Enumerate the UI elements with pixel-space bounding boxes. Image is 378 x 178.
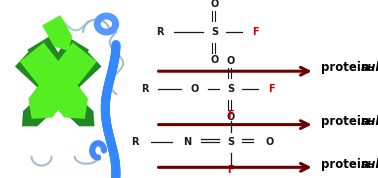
Text: S: S — [227, 137, 234, 147]
Text: F: F — [227, 165, 234, 175]
Text: S: S — [227, 84, 234, 94]
Text: R: R — [156, 27, 164, 37]
Text: F: F — [268, 84, 275, 94]
Text: protein-: protein- — [321, 158, 375, 171]
Text: O: O — [265, 137, 273, 147]
Text: O: O — [211, 55, 219, 65]
Text: sulfamide: sulfamide — [361, 158, 378, 171]
Text: sulfonamide: sulfonamide — [361, 61, 378, 74]
Text: sulfamate: sulfamate — [361, 115, 378, 129]
Text: O: O — [190, 84, 198, 94]
Text: F: F — [227, 110, 234, 120]
Text: O: O — [226, 56, 235, 66]
Text: O: O — [226, 112, 235, 122]
Text: protein-: protein- — [321, 61, 375, 74]
Text: protein-: protein- — [321, 115, 375, 129]
Text: O: O — [211, 0, 219, 9]
Text: R: R — [141, 84, 148, 94]
Text: R: R — [132, 137, 139, 147]
Text: S: S — [211, 27, 218, 37]
Text: N: N — [183, 137, 192, 147]
Text: F: F — [252, 27, 259, 37]
